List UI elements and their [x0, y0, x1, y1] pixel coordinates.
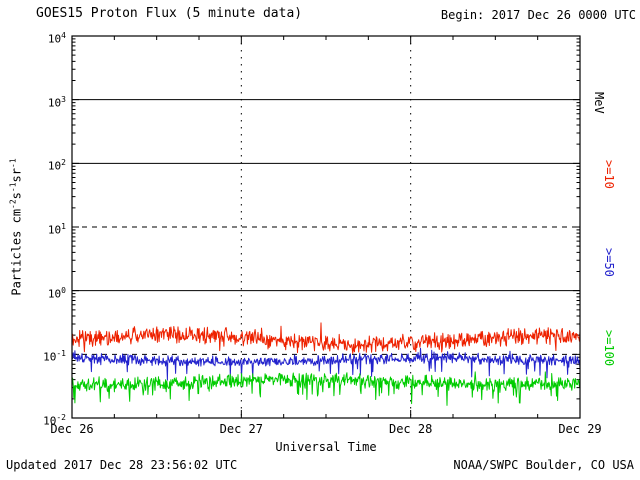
flux-series-50: [71, 347, 581, 381]
x-tick-label: Dec 28: [388, 422, 433, 436]
right-axis-unit-label: MeV: [592, 92, 606, 114]
series-label-10: >=10: [602, 160, 616, 189]
y-tick-label: 102: [47, 158, 66, 173]
updated-timestamp: Updated 2017 Dec 28 23:56:02 UTC: [6, 458, 238, 472]
y-tick-label: 10-1: [43, 349, 66, 364]
series-label-100: >=100: [602, 330, 616, 367]
x-tick-label: Dec 29: [558, 422, 602, 436]
x-tick-label: Dec 26: [50, 422, 94, 436]
y-tick-label: 10-2: [43, 413, 66, 428]
chart-title: GOES15 Proton Flux (5 minute data): [36, 6, 303, 21]
flux-series-100: [71, 371, 581, 406]
y-tick-label: 104: [47, 31, 66, 46]
begin-time-label: Begin: 2017 Dec 26 0000 UTC: [440, 8, 636, 22]
series-label-50: >=50: [602, 248, 616, 277]
y-tick-label: 103: [47, 94, 66, 110]
y-tick-label: 101: [47, 222, 66, 237]
source-credit: NOAA/SWPC Boulder, CO USA: [453, 458, 634, 472]
y-tick-label: 100: [47, 285, 66, 301]
y-axis-label: Particles cm-2s-1sr-1: [8, 158, 24, 296]
flux-series-10: [71, 322, 581, 354]
plot-frame: [71, 35, 581, 419]
x-axis-label: Universal Time: [275, 440, 377, 454]
x-tick-label: Dec 27: [219, 422, 263, 436]
